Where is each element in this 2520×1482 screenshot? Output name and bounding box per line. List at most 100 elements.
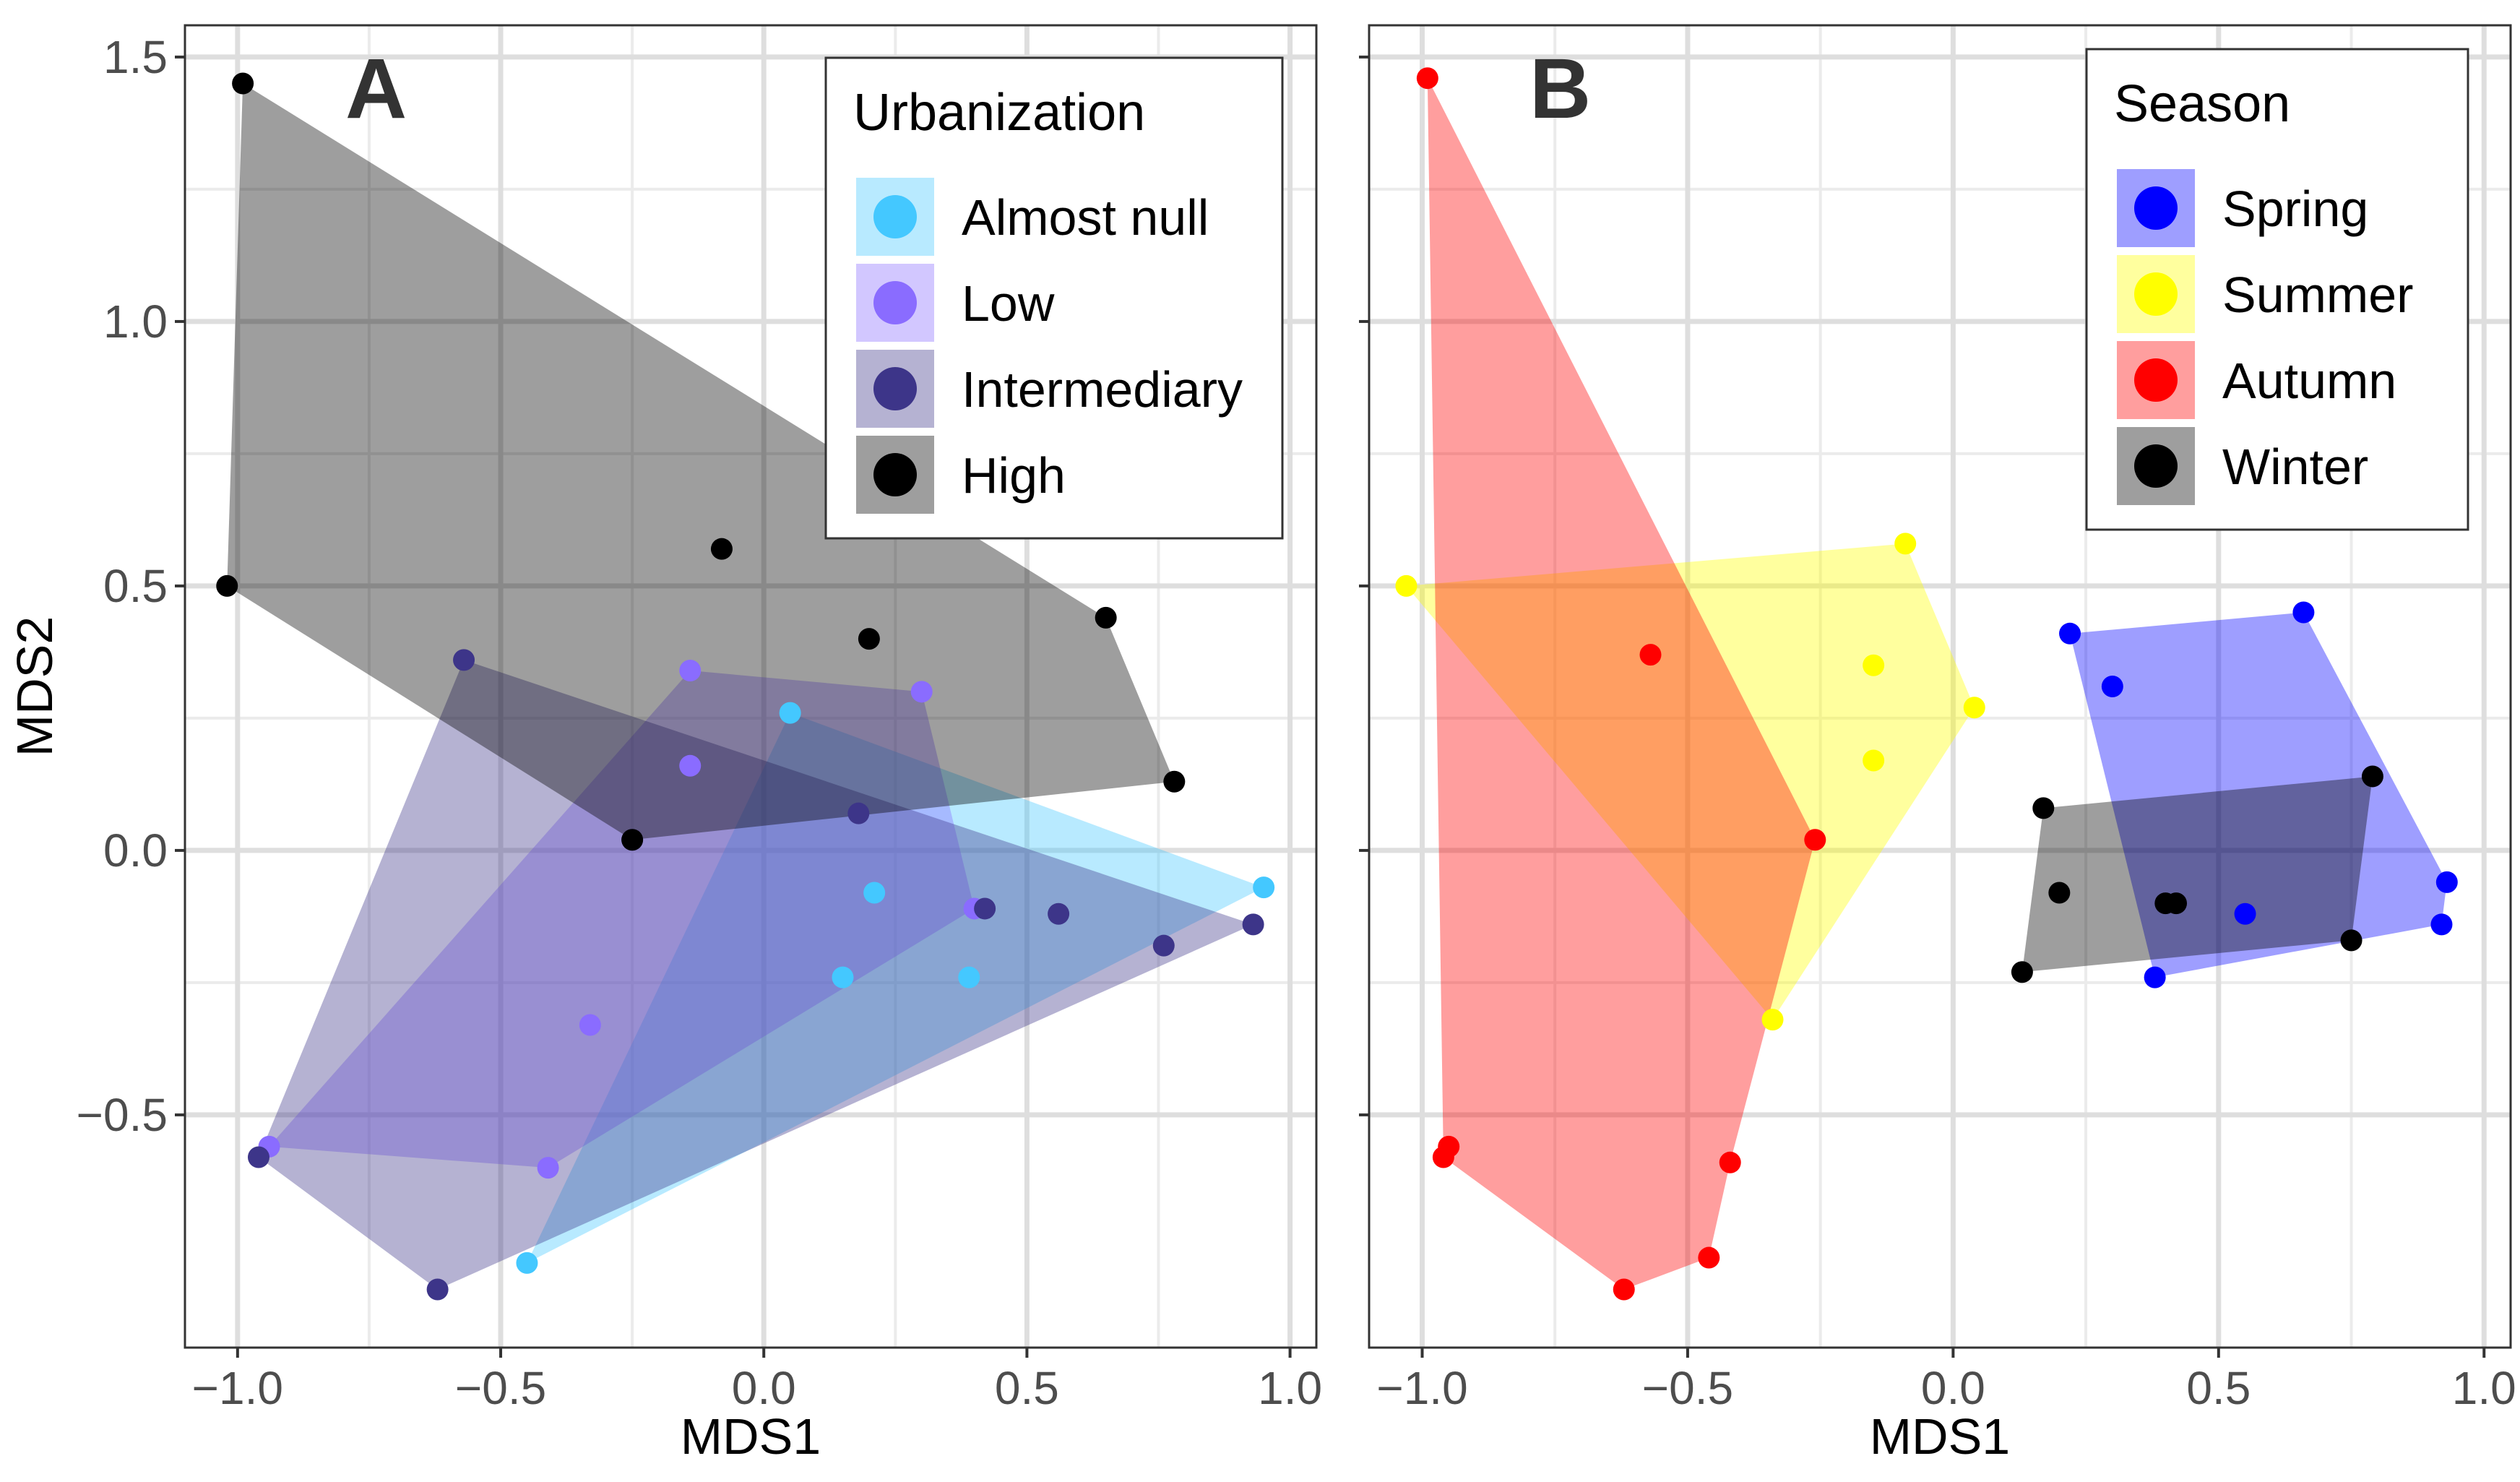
panel-b-point-spring [2144,966,2166,988]
panel-b-point-summer [1863,749,1885,772]
panel-b-chart: −1.0 −0.5 0.0 0.5 1.0 MDS1 B Season Spring Summer… [1359,24,2516,1465]
panel-a-point-intermediary [426,1278,449,1301]
panel-b-hulls [1406,78,2447,1290]
panel-b-x-tick-label: 1.0 [2452,1362,2516,1414]
panel-a-point-low [579,1014,601,1036]
panel-b-legend-marker-winter [2134,444,2178,488]
panel-a-hulls [227,83,1264,1290]
panel-b-point-autumn [1613,1278,1635,1301]
panel-b-point-winter [2340,929,2362,952]
panel-a-point-intermediary [453,649,475,671]
panel-a-legend-marker-high [873,453,917,496]
panel-a-point-high [1095,606,1117,629]
panel-b-point-autumn [1416,67,1438,90]
panel-a-y-tick-label: 1.0 [103,296,168,348]
panel-a-legend-marker-almost-null [873,195,917,238]
panel-b-panel-tag: B [1529,41,1591,137]
panel-b-legend-label-autumn: Autumn [2222,353,2396,409]
panel-a-point-high [858,628,880,650]
panel-b-legend: Season Spring Summer Autumn Winter [2085,48,2469,531]
panel-a-legend-item-low: Low [856,264,1055,342]
panel-a-legend-title: Urbanization [853,84,1145,142]
panel-a-point-almost-null [516,1251,538,1274]
panel-a-point-intermediary [1242,913,1264,936]
panel-b-point-autumn [1719,1151,1741,1173]
panel-b-hull-summer [1406,543,1975,1020]
panel-b-legend-label-summer: Summer [2222,267,2413,323]
panel-a-point-high [710,538,733,560]
panel-a-point-high [621,829,644,851]
panel-b-hull-spring [2070,612,2447,978]
panel-a-point-almost-null [863,882,886,904]
panel-a-point-intermediary [1152,934,1175,957]
panel-b-legend-marker-spring [2134,186,2178,230]
panel-a-y-tick-label: 0.5 [103,560,168,612]
panel-b-panel-border [1368,24,2512,1349]
panel-b-point-spring [2292,601,2315,624]
panel-b-point-autumn [1804,829,1826,851]
panel-a-x-tick-label: 1.0 [1258,1362,1322,1414]
panel-b-point-winter [2011,961,2033,983]
panel-b-point-spring [2430,913,2453,936]
panel-b-point-winter [2361,765,2383,788]
panel-a-hull-low [269,671,975,1168]
panel-b-point-summer [1963,697,1985,719]
panel-a-point-almost-null [1253,876,1275,899]
panel-b-point-spring [2059,622,2081,645]
panel-a-point-low [537,1157,559,1179]
panel-a-legend-label-intermediary: Intermediary [962,361,1243,418]
panel-b-point-winter [2032,797,2055,819]
panel-b-point-summer [1761,1009,1784,1031]
panel-b-point-winter [2165,892,2188,915]
panel-a-x-tick-label: −0.5 [455,1362,546,1414]
panel-a-point-almost-null [958,966,980,988]
panel-a-x-tick-label: −1.0 [192,1362,283,1414]
panel-b-legend-title: Season [2114,75,2290,133]
panel-b-grid [1369,25,2511,1348]
panel-b-point-summer [1863,654,1885,676]
panel-a-point-almost-null [779,702,801,724]
panel-b-x-tick-label: −0.5 [1642,1362,1733,1414]
panel-a-point-low [679,660,702,682]
panel-a-x-tick-label: 0.5 [995,1362,1059,1414]
panel-b-point-autumn [1698,1246,1720,1269]
panel-a-y-tick-label: 1.5 [103,31,168,83]
panel-a-panel-border [184,24,1318,1349]
panel-a-x-axis-title: MDS1 [681,1408,821,1465]
panel-b-legend-marker-autumn [2134,358,2178,402]
panel-a-panel-tag: A [345,41,407,137]
panel-a-hull-almost-null [527,712,1264,1263]
panel-b-point-summer [1395,574,1418,597]
panel-a-legend-label-high: High [962,447,1066,504]
panel-b-point-winter [2048,882,2071,904]
panel-a-point-low [679,754,702,777]
panel-a-point-high [1163,770,1186,793]
panel-a-point-high [232,72,254,95]
panel-b-hull-winter [2021,776,2373,973]
panel-b-points [1395,67,2458,1301]
panel-b-legend-item-summer: Summer [2117,255,2413,333]
panel-b-x-tick-label: 0.0 [1921,1362,1985,1414]
panel-b-legend-label-winter: Winter [2222,439,2368,495]
panel-a-point-high [216,574,238,597]
panel-b-point-summer [1894,533,1917,555]
panel-b-x-axis-title: MDS1 [1870,1408,2010,1465]
panel-b-legend-item-autumn: Autumn [2117,341,2396,419]
panel-b-point-spring [2435,871,2458,893]
panel-a-point-low [910,681,933,703]
panel-a-legend-marker-intermediary [873,367,917,410]
panel-b-legend-label-spring: Spring [2222,181,2368,237]
panel-b-x-tick-label: 0.5 [2186,1362,2251,1414]
panel-a-legend-label-low: Low [962,275,1055,332]
panel-b-point-autumn [1438,1135,1460,1158]
panel-a-point-intermediary [1048,902,1070,925]
panel-b-legend-marker-summer [2134,272,2178,316]
panel-a-y-tick-label: 0.0 [103,824,168,876]
panel-a-legend-item-almost-null: Almost null [856,178,1209,256]
panel-a-legend-item-high: High [856,436,1066,514]
panel-a-y-tick-label: −0.5 [77,1089,168,1141]
panel-a-chart: −1.0 −0.5 0.0 0.5 1.0 −0.5 0.0 0.5 1.0 1.5 MDS1 MDS… [7,24,1322,1465]
panel-b-hull-autumn [1427,78,1816,1290]
panel-b-point-spring [2101,676,2123,697]
